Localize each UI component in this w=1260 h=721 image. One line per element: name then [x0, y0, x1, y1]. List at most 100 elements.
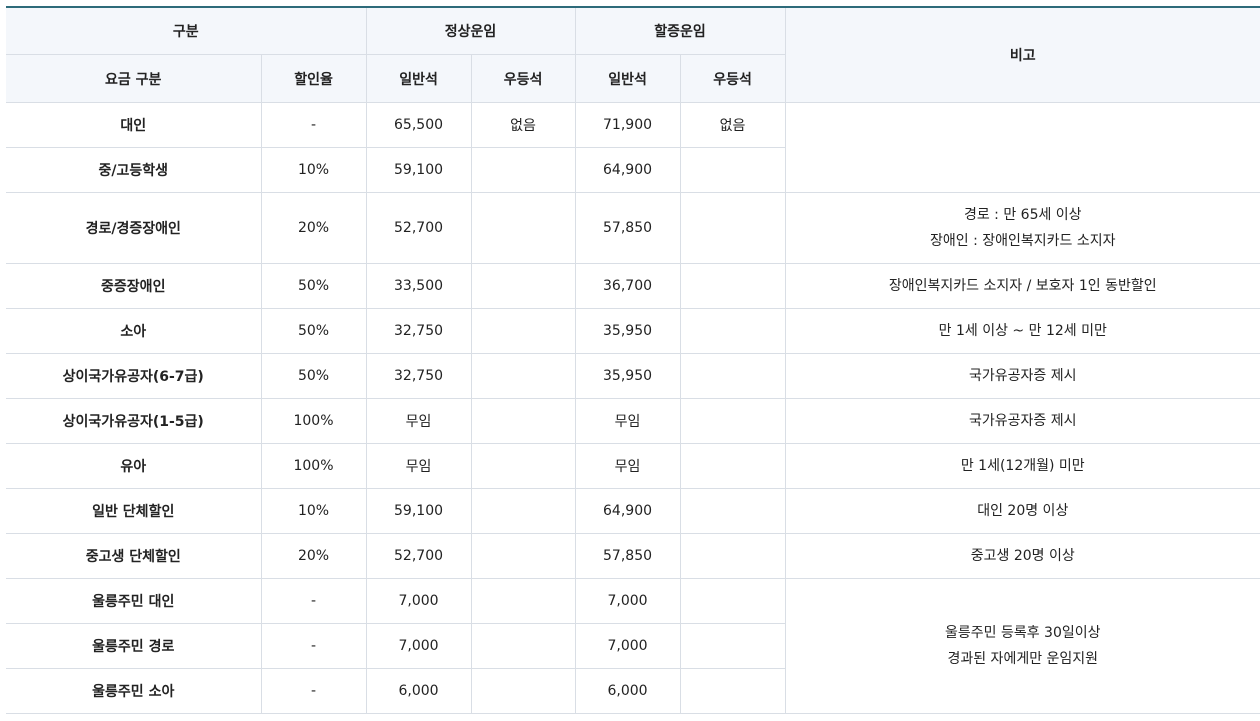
table-row: 울릉주민 소아 - 6,000 6,000	[6, 668, 1260, 714]
surcharge-general-cell: 64,900	[574, 147, 681, 193]
fare-type-cell: 대인	[6, 102, 262, 148]
surcharge-premium-cell	[679, 308, 786, 354]
normal-premium-cell	[470, 668, 576, 714]
remarks-cell: 국가유공자증 제시	[784, 398, 1260, 444]
normal-premium-cell	[470, 308, 576, 354]
fare-table: 구분 정상운임 할증운임 비고 요금 구분 할인율 일반석 우등석 일반석 우등…	[6, 6, 1260, 714]
normal-general-cell: 무임	[365, 398, 472, 444]
header-remarks: 비고	[784, 6, 1260, 103]
normal-premium-cell	[470, 353, 576, 399]
remarks-cell: 경로 : 만 65세 이상 장애인 : 장애인복지카드 소지자	[784, 192, 1260, 264]
surcharge-premium-cell	[679, 192, 786, 264]
surcharge-premium-cell	[679, 398, 786, 444]
surcharge-premium-cell	[679, 488, 786, 534]
surcharge-general-cell: 36,700	[574, 263, 681, 309]
fare-type-cell: 울릉주민 대인	[6, 578, 262, 624]
table-row: 중/고등학생 10% 59,100 64,900	[6, 147, 1260, 193]
discount-rate-cell: 50%	[260, 263, 367, 309]
header-normal-premium: 우등석	[470, 54, 576, 103]
surcharge-general-cell: 7,000	[574, 623, 681, 669]
fare-type-cell: 중증장애인	[6, 263, 262, 309]
table-row: 유아 100% 무임 무임 만 1세(12개월) 미만	[6, 443, 1260, 489]
table-row: 소아 50% 32,750 35,950 만 1세 이상 ~ 만 12세 미만	[6, 308, 1260, 354]
normal-premium-cell	[470, 578, 576, 624]
surcharge-general-cell: 무임	[574, 443, 681, 489]
normal-premium-cell	[470, 533, 576, 579]
header-surcharge-fare: 할증운임	[574, 6, 786, 55]
discount-rate-cell: 20%	[260, 192, 367, 264]
surcharge-premium-cell	[679, 147, 786, 193]
normal-general-cell: 52,700	[365, 192, 472, 264]
normal-general-cell: 무임	[365, 443, 472, 489]
remarks-cell: 장애인복지카드 소지자 / 보호자 1인 동반할인	[784, 263, 1260, 309]
header-normal-general: 일반석	[365, 54, 472, 103]
fare-type-cell: 소아	[6, 308, 262, 354]
normal-general-cell: 59,100	[365, 147, 472, 193]
normal-general-cell: 6,000	[365, 668, 472, 714]
surcharge-general-cell: 무임	[574, 398, 681, 444]
discount-rate-cell: -	[260, 668, 367, 714]
surcharge-premium-cell	[679, 353, 786, 399]
fare-type-cell: 울릉주민 경로	[6, 623, 262, 669]
discount-rate-cell: 50%	[260, 353, 367, 399]
fare-type-cell: 경로/경증장애인	[6, 192, 262, 264]
fare-type-cell: 상이국가유공자(6-7급)	[6, 353, 262, 399]
normal-premium-cell	[470, 443, 576, 489]
discount-rate-cell: 100%	[260, 398, 367, 444]
fare-type-cell: 일반 단체할인	[6, 488, 262, 534]
surcharge-premium-cell	[679, 623, 786, 669]
remarks-cell: 울릉주민 등록후 30일이상 경과된 자에게만 운임지원	[784, 578, 1260, 714]
surcharge-general-cell: 57,850	[574, 533, 681, 579]
header-row-1: 구분 정상운임 할증운임 비고	[6, 6, 1260, 103]
surcharge-general-cell: 7,000	[574, 578, 681, 624]
table-row: 울릉주민 대인 - 7,000 7,000 울릉주민 등록후 30일이상 경과된…	[6, 578, 1260, 714]
normal-premium-cell	[470, 623, 576, 669]
discount-rate-cell: -	[260, 102, 367, 148]
discount-rate-cell: 20%	[260, 533, 367, 579]
remarks-cell: 중고생 20명 이상	[784, 533, 1260, 579]
discount-rate-cell: 10%	[260, 488, 367, 534]
header-category: 구분	[6, 6, 367, 55]
discount-rate-cell: -	[260, 623, 367, 669]
header-normal-fare: 정상운임	[365, 6, 576, 55]
table-row: 중증장애인 50% 33,500 36,700 장애인복지카드 소지자 / 보호…	[6, 263, 1260, 309]
fare-type-cell: 상이국가유공자(1-5급)	[6, 398, 262, 444]
surcharge-general-cell: 71,900	[574, 102, 681, 148]
remarks-cell: 만 1세 이상 ~ 만 12세 미만	[784, 308, 1260, 354]
remarks-cell	[784, 102, 1260, 193]
normal-general-cell: 32,750	[365, 308, 472, 354]
remarks-line: 경과된 자에게만 운임지원	[947, 651, 1099, 667]
discount-rate-cell: 100%	[260, 443, 367, 489]
surcharge-premium-cell	[679, 578, 786, 624]
normal-general-cell: 65,500	[365, 102, 472, 148]
normal-general-cell: 52,700	[365, 533, 472, 579]
remarks-cell: 대인 20명 이상	[784, 488, 1260, 534]
normal-general-cell: 7,000	[365, 623, 472, 669]
normal-general-cell: 7,000	[365, 578, 472, 624]
table-row: 대인 - 65,500 없음 71,900 없음	[6, 102, 1260, 193]
header-fare-type: 요금 구분	[6, 54, 262, 103]
table-row: 상이국가유공자(6-7급) 50% 32,750 35,950 국가유공자증 제…	[6, 353, 1260, 399]
surcharge-premium-cell	[679, 533, 786, 579]
table-row: 중고생 단체할인 20% 52,700 57,850 중고생 20명 이상	[6, 533, 1260, 579]
surcharge-general-cell: 35,950	[574, 353, 681, 399]
normal-premium-cell	[470, 398, 576, 444]
table-row: 일반 단체할인 10% 59,100 64,900 대인 20명 이상	[6, 488, 1260, 534]
remarks-cell: 만 1세(12개월) 미만	[784, 443, 1260, 489]
normal-premium-cell	[470, 488, 576, 534]
normal-general-cell: 32,750	[365, 353, 472, 399]
fare-type-cell: 중고생 단체할인	[6, 533, 262, 579]
discount-rate-cell: 50%	[260, 308, 367, 354]
surcharge-premium-cell	[679, 668, 786, 714]
header-discount-rate: 할인율	[260, 54, 367, 103]
surcharge-general-cell: 35,950	[574, 308, 681, 354]
header-surcharge-general: 일반석	[574, 54, 681, 103]
surcharge-premium-cell: 없음	[679, 102, 786, 148]
table-row: 상이국가유공자(1-5급) 100% 무임 무임 국가유공자증 제시	[6, 398, 1260, 444]
remarks-cell: 국가유공자증 제시	[784, 353, 1260, 399]
normal-premium-cell	[470, 192, 576, 264]
remarks-line: 울릉주민 등록후 30일이상	[945, 625, 1101, 641]
table-row: 경로/경증장애인 20% 52,700 57,850 경로 : 만 65세 이상…	[6, 192, 1260, 264]
surcharge-general-cell: 6,000	[574, 668, 681, 714]
normal-general-cell: 33,500	[365, 263, 472, 309]
